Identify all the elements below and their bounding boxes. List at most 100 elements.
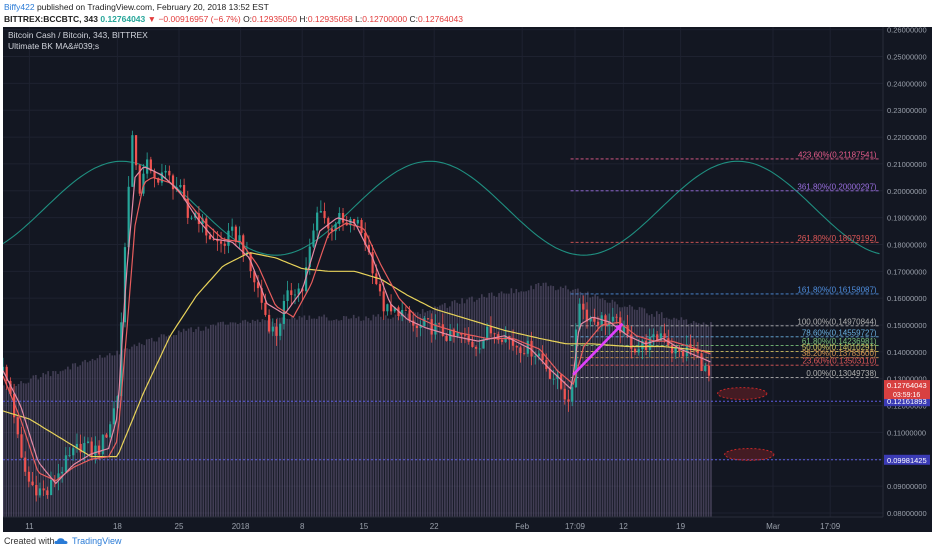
horizontal-lines[interactable] — [3, 400, 883, 461]
volume-profile-bar — [192, 332, 195, 517]
candle-body — [46, 490, 49, 496]
candle-body — [308, 246, 311, 268]
tradingview-cloud-icon — [54, 538, 68, 544]
volume-profile-bar — [579, 291, 582, 517]
chart-panel[interactable]: 423.60%(0.21187541) 361.80%(0.20000297) 26… — [3, 27, 932, 537]
target-ellipses[interactable] — [717, 387, 775, 461]
candle-body — [146, 159, 149, 174]
fibonacci-extension[interactable]: 423.60%(0.21187541) 361.80%(0.20000297) 26… — [570, 150, 879, 378]
volume-profile-bar — [242, 320, 244, 517]
volume-profile-bar — [604, 300, 606, 517]
target-ellipse[interactable] — [724, 448, 775, 461]
close-value: 0.12764043 — [418, 14, 463, 24]
candle-body — [64, 455, 67, 472]
volume-profile-bar — [313, 318, 316, 517]
candle-body — [49, 479, 53, 496]
volume-profile-bar — [495, 296, 498, 517]
target-ellipse[interactable] — [717, 387, 768, 400]
volume-profile-bar — [702, 322, 705, 517]
tradingview-brand[interactable]: TradingView — [72, 536, 122, 546]
candle-body — [500, 339, 504, 342]
candle-body — [201, 218, 204, 224]
candle-body — [297, 288, 300, 295]
volume-profile-bar — [525, 291, 527, 517]
volume-profile-bar — [187, 328, 190, 517]
volume-profile-bar — [195, 329, 197, 517]
volume-profile-bar — [478, 298, 481, 517]
candle-body — [205, 218, 208, 236]
candle-body — [105, 434, 108, 438]
bar-countdown-label: 03:59:16 — [893, 392, 920, 399]
volume-profile-bar — [81, 361, 84, 517]
volume-profile-bar — [532, 289, 535, 517]
volume-profile-bar — [658, 314, 661, 517]
candle-body — [264, 302, 267, 315]
author-link[interactable]: Biffy422 — [4, 2, 35, 12]
candle-body — [219, 241, 223, 244]
volume-profile-bar — [421, 309, 424, 517]
volume-profile-bar — [628, 304, 631, 517]
candle-body — [186, 198, 189, 218]
trend-arrow[interactable] — [572, 322, 624, 376]
volume-profile-bar — [143, 345, 146, 517]
footer: Created with TradingView — [0, 532, 932, 550]
legend-indicator: Ultimate BK MA&#039;s — [8, 41, 99, 51]
price-tick-label: 0.11000000 — [887, 428, 926, 437]
volume-profile-bar — [202, 330, 205, 517]
price-axis[interactable]: 0.26000000 0.25000000 0.24000000 0.23000000… — [882, 27, 932, 537]
volume-profile-bar — [49, 376, 52, 517]
volume-profile-bar — [256, 319, 259, 517]
volume-profile-bar — [387, 318, 389, 517]
hline-price-tag[interactable] — [884, 454, 930, 465]
candle-body — [582, 303, 585, 310]
volume-profile-bar — [37, 379, 40, 517]
candle-body — [419, 325, 422, 329]
volume-profile-bar — [412, 314, 414, 517]
price-tick-label: 0.19000000 — [887, 214, 927, 223]
volume-profile-bar — [209, 324, 212, 517]
volume-profile-bar — [227, 324, 229, 517]
volume-profile-bar — [444, 303, 446, 517]
volume-profile-bar — [594, 294, 596, 517]
high-label: H: — [299, 14, 308, 24]
candle-body — [327, 218, 330, 229]
volume-profile-bar — [660, 312, 663, 517]
last-price-tag[interactable] — [884, 380, 930, 400]
candle-body — [12, 393, 16, 418]
hline-price-tag[interactable] — [884, 396, 930, 407]
volume-profile-bar — [377, 314, 380, 517]
volume-profile-bar — [429, 310, 431, 517]
last-price-label: 0.12764043 — [887, 381, 927, 390]
open-value: 0.12935050 — [252, 14, 297, 24]
volume-profile-bar — [636, 309, 638, 517]
volume-profile-bar — [559, 286, 562, 517]
candle-body — [615, 316, 618, 318]
volume-profile-bar — [705, 324, 707, 517]
time-tick-label: 18 — [113, 522, 122, 531]
volume-profile-bar — [283, 317, 286, 517]
candle-body — [86, 441, 90, 444]
volume-profile-bar — [39, 377, 42, 517]
volume-profile-bar — [564, 285, 567, 517]
volume-profile-bar — [399, 311, 402, 517]
candle-body — [149, 159, 152, 171]
candle-body — [57, 473, 60, 481]
time-tick-label: 22 — [430, 522, 439, 531]
volume-profile-bar — [150, 337, 153, 517]
price-chart[interactable]: 423.60%(0.21187541) 361.80%(0.20000297) 26… — [3, 27, 932, 537]
candle-body — [541, 353, 544, 360]
volume-profile-bar — [52, 371, 54, 517]
arrow-line[interactable] — [572, 322, 624, 376]
volume-profile-bar — [350, 318, 353, 517]
volume-profile-bar — [468, 297, 471, 517]
candle-body — [593, 317, 596, 322]
candle-body — [460, 332, 463, 335]
candle-body — [323, 211, 326, 219]
candle-body — [353, 218, 356, 224]
candle-body — [611, 316, 614, 322]
price-tick-label: 0.09000000 — [887, 482, 927, 491]
candle-body — [486, 326, 489, 340]
candle-body — [378, 284, 382, 292]
volume-profile-bar — [493, 295, 495, 517]
candle-body — [160, 172, 164, 183]
